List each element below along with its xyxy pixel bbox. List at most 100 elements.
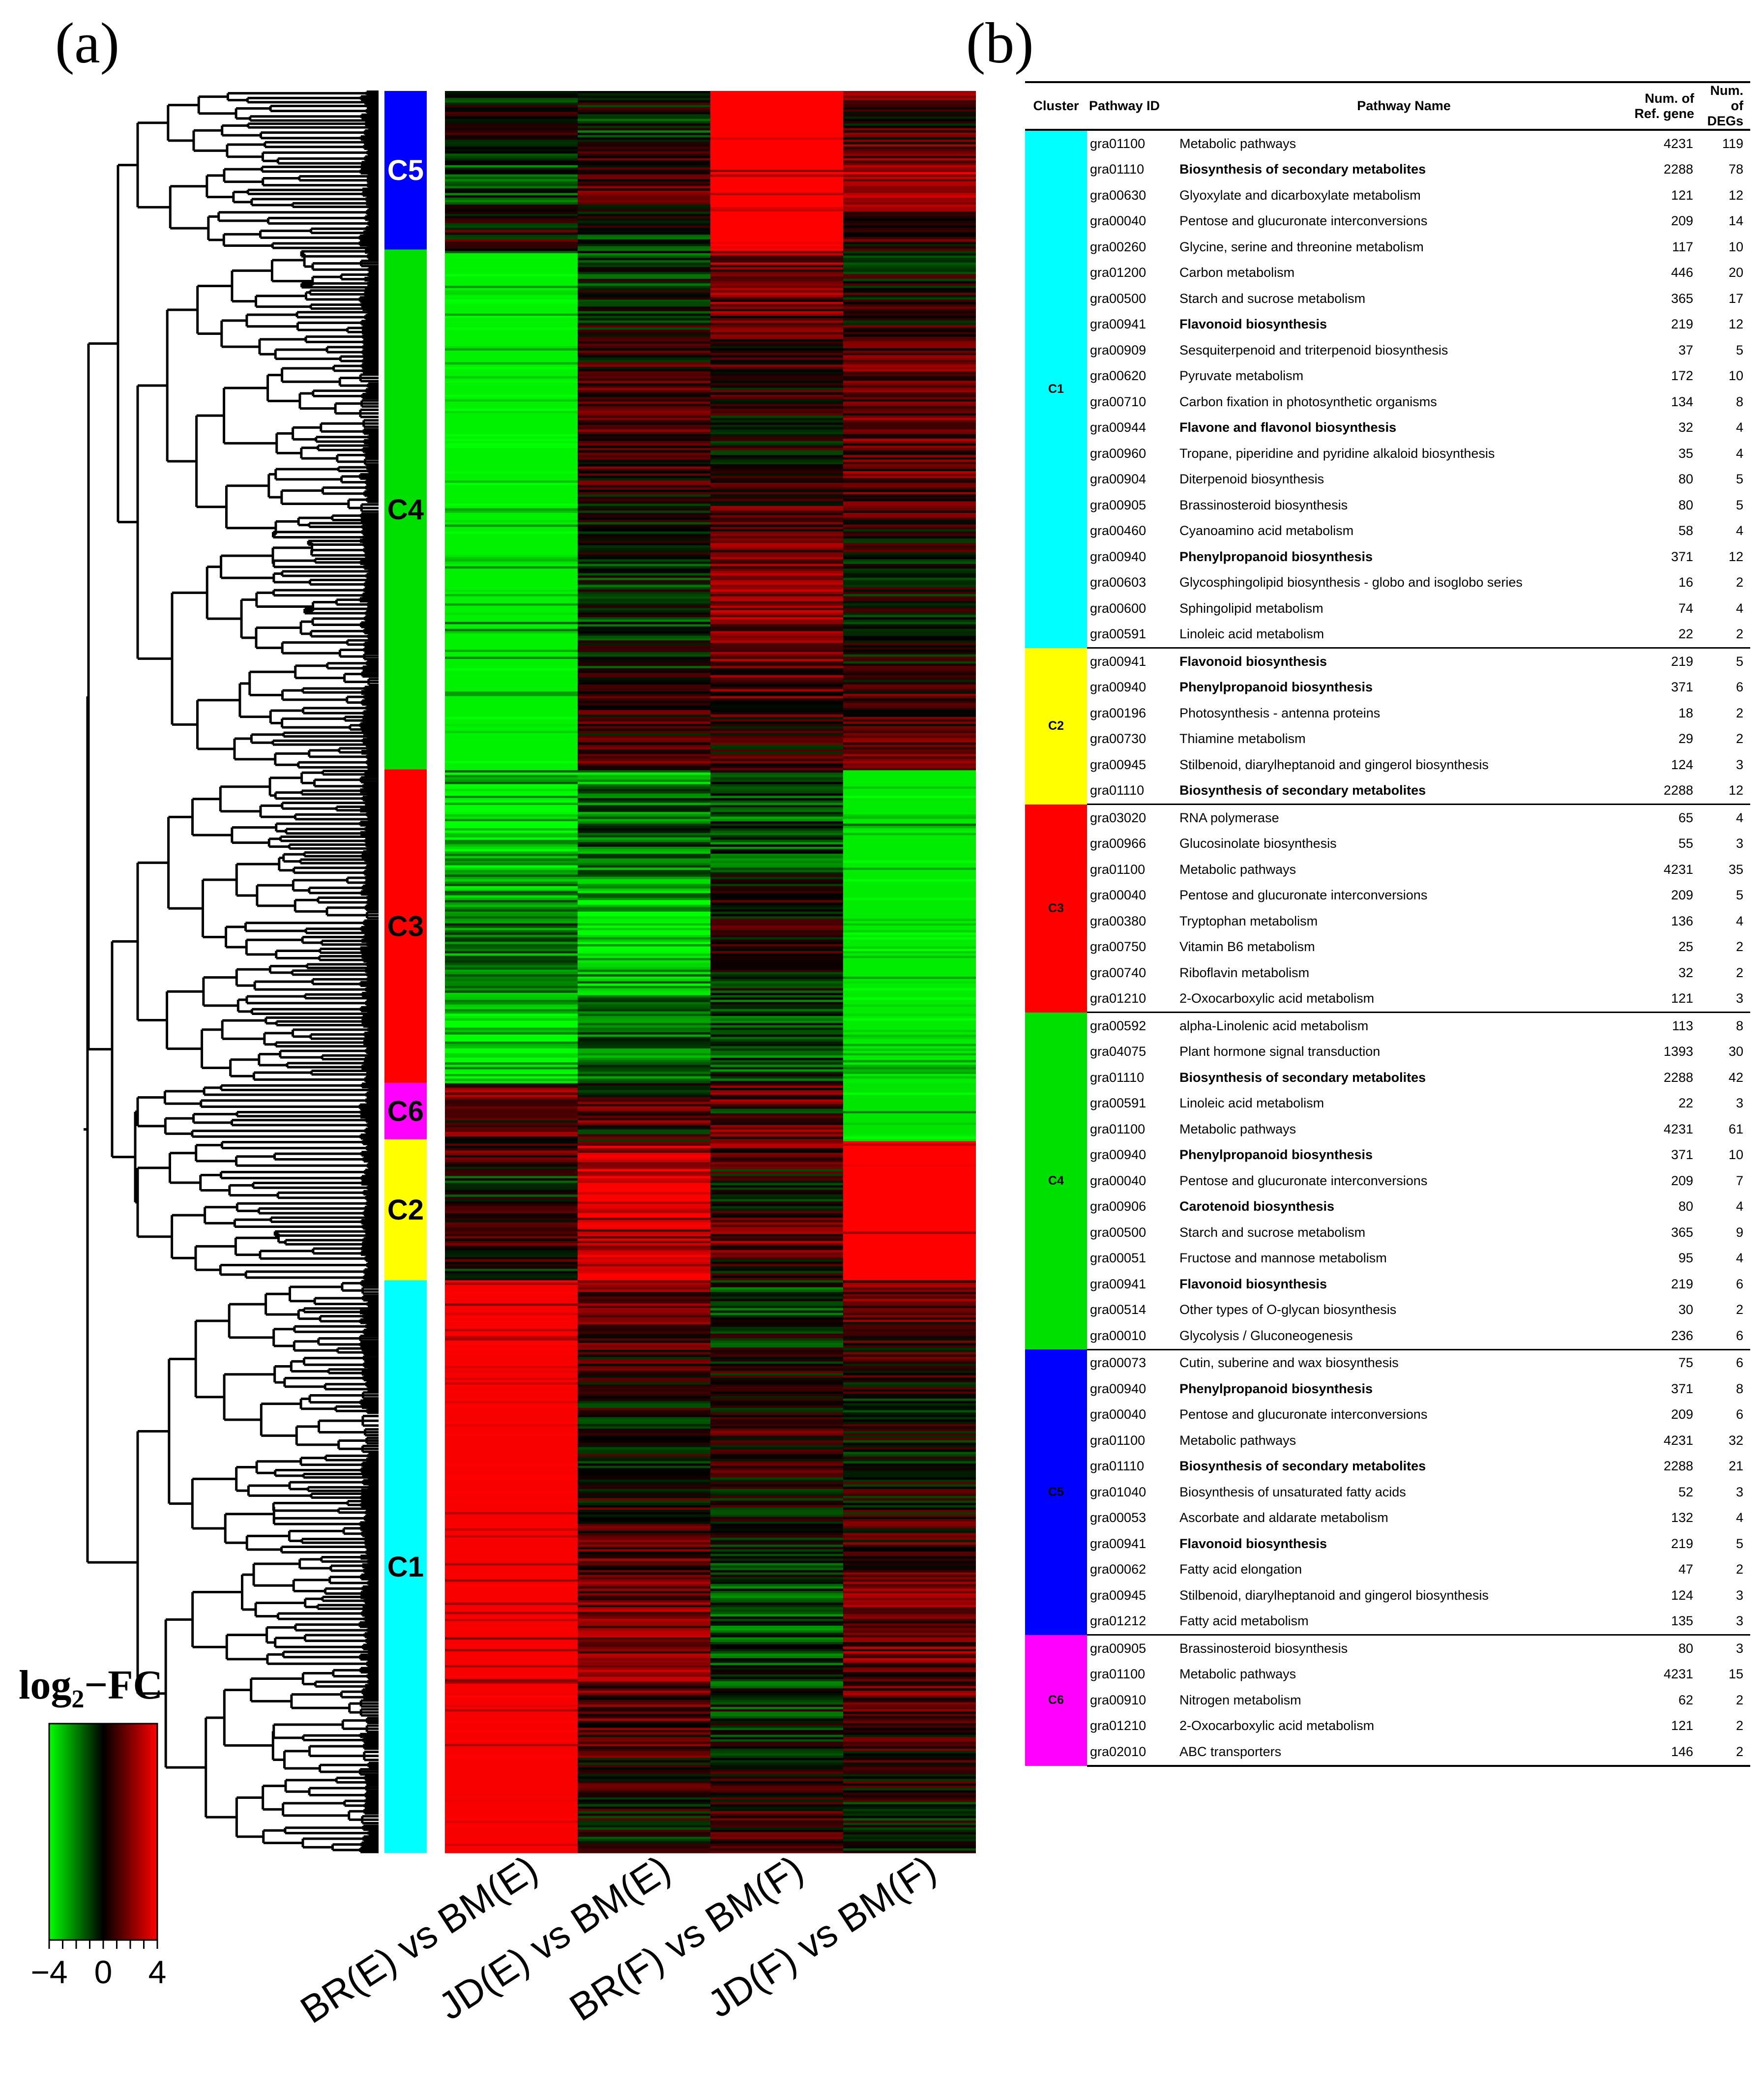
- heat-cell: [843, 654, 976, 657]
- heat-cell: [710, 1027, 843, 1030]
- heat-cell: [843, 190, 976, 194]
- heat-cell: [578, 1526, 710, 1529]
- heat-cell: [710, 332, 843, 335]
- heat-cell: [578, 1078, 710, 1081]
- heat-cell: [843, 976, 976, 980]
- heat-cell: [578, 302, 710, 305]
- heat-cell: [445, 854, 578, 857]
- heat-cell: [843, 1132, 976, 1135]
- heat-cell: [445, 1431, 578, 1434]
- heat-cell: [843, 336, 976, 340]
- heat-cell: [710, 508, 843, 511]
- heat-cell: [843, 186, 976, 189]
- heat-cell: [843, 464, 976, 467]
- heat-cell: [445, 631, 578, 634]
- heat-cell: [843, 1243, 976, 1246]
- heat-cell: [843, 659, 976, 662]
- heat-cell: [710, 775, 843, 778]
- heat-cell: [578, 1074, 710, 1077]
- heat-cell: [710, 1407, 843, 1411]
- heat-cell: [843, 951, 976, 954]
- heat-cell: [843, 1185, 976, 1188]
- heat-cell: [445, 1380, 578, 1383]
- heat-cell: [710, 170, 843, 173]
- heat-cell: [710, 1315, 843, 1318]
- heat-cell: [710, 135, 843, 138]
- heat-cell: [578, 494, 710, 497]
- heat-cell: [710, 1319, 843, 1322]
- heat-cell: [445, 1447, 578, 1450]
- heat-cell: [843, 1220, 976, 1223]
- heat-cell: [445, 622, 578, 625]
- heat-cell: [843, 981, 976, 984]
- heat-cell: [843, 404, 976, 407]
- heat-cell: [578, 1429, 710, 1432]
- heat-cell: [710, 188, 843, 191]
- heat-cell: [445, 640, 578, 643]
- heat-cell: [843, 446, 976, 448]
- heat-cell: [843, 547, 976, 551]
- heat-cell: [578, 485, 710, 488]
- cluster-label-c1: C1: [387, 1551, 424, 1583]
- heat-cell: [843, 1528, 976, 1531]
- heat-cell: [843, 828, 976, 831]
- heat-cell: [445, 1472, 578, 1476]
- heat-cell: [445, 1078, 578, 1081]
- heat-cell: [578, 394, 710, 397]
- heat-cell: [578, 1500, 710, 1503]
- heat-cell: [843, 796, 976, 799]
- heat-cell: [843, 290, 976, 293]
- heat-cell: [710, 107, 843, 110]
- heat-cell: [843, 809, 976, 812]
- heat-cell: [578, 1491, 710, 1494]
- heat-cell: [578, 1067, 710, 1070]
- heat-cell: [578, 693, 710, 697]
- heat-cell: [843, 381, 976, 384]
- heat-cell: [710, 1417, 843, 1420]
- heat-cell: [843, 288, 976, 291]
- heat-cell: [843, 589, 976, 592]
- heat-cell: [445, 835, 578, 838]
- heat-cell: [843, 100, 976, 103]
- heat-cell: [578, 627, 710, 629]
- heat-cell: [445, 1401, 578, 1403]
- heat-cell: [843, 271, 976, 275]
- heat-cell: [843, 807, 976, 810]
- heat-cell: [445, 819, 578, 822]
- heat-cell: [445, 965, 578, 968]
- heat-cell: [578, 582, 710, 585]
- heat-cell: [710, 1359, 843, 1362]
- heat-cell: [445, 1349, 578, 1353]
- heat-cell: [445, 1426, 578, 1429]
- heat-cell: [445, 432, 578, 435]
- heat-cell: [445, 992, 578, 996]
- heat-cell: [710, 1268, 843, 1272]
- heat-cell: [578, 909, 710, 912]
- heat-cell: [843, 668, 976, 671]
- heat-cell: [445, 195, 578, 198]
- heat-cell: [843, 267, 976, 270]
- heat-cell: [843, 575, 976, 578]
- heat-cell: [843, 482, 976, 486]
- heat-cell: [578, 378, 710, 381]
- heat-cell: [445, 1517, 578, 1520]
- heat-cell: [710, 1410, 843, 1413]
- heat-cell: [710, 909, 843, 912]
- heat-cell: [710, 160, 843, 163]
- heat-cell: [843, 1484, 976, 1487]
- heat-cell: [710, 580, 843, 583]
- heat-cell: [578, 1417, 710, 1420]
- heat-cell: [710, 1224, 843, 1227]
- heat-cell: [445, 756, 578, 759]
- heat-cell: [445, 1099, 578, 1103]
- heat-cell: [578, 167, 710, 170]
- heat-cell: [843, 603, 976, 606]
- heat-cell: [710, 979, 843, 982]
- heat-cell: [578, 156, 710, 159]
- heat-cell: [710, 1143, 843, 1146]
- heat-cell: [445, 984, 578, 986]
- heat-cell: [843, 202, 976, 205]
- heat-cell: [578, 770, 710, 773]
- heat-cell: [710, 1088, 843, 1091]
- heat-cell: [710, 1102, 843, 1104]
